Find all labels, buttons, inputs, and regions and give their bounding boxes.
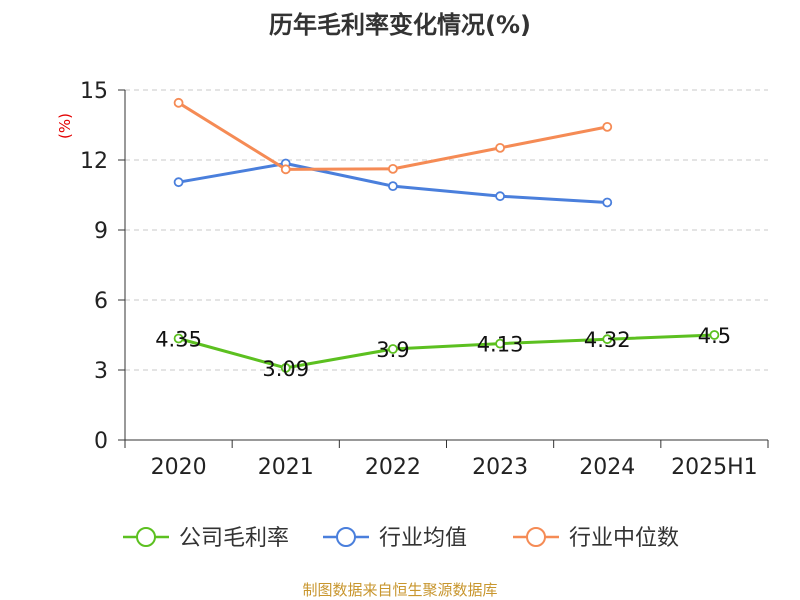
data-point	[173, 333, 184, 344]
y-tick-label: 9	[94, 219, 108, 244]
data-point	[173, 177, 184, 188]
data-point	[602, 334, 613, 345]
y-tick-label: 12	[80, 149, 108, 174]
data-point	[280, 164, 291, 175]
x-tick-label: 2020	[151, 455, 207, 480]
y-axis-label: (%)	[56, 113, 74, 139]
data-label: 4.35	[155, 328, 202, 352]
data-point	[602, 121, 613, 132]
legend-marker-1	[336, 527, 356, 547]
data-point	[388, 181, 398, 192]
series-layer	[173, 97, 720, 373]
data-point	[388, 163, 398, 174]
data-point	[495, 142, 505, 153]
data-label: 4.32	[584, 328, 631, 352]
y-tick-label: 3	[94, 359, 108, 384]
data-point	[495, 338, 505, 349]
data-point	[602, 197, 613, 208]
data-label: 4.13	[477, 333, 524, 357]
legend-label-0: 公司毛利率	[179, 526, 289, 551]
y-tick-label: 0	[94, 429, 108, 454]
chart-title: 历年毛利率变化情况(%)	[269, 11, 531, 39]
data-point	[173, 97, 184, 108]
source-note: 制图数据来自恒生聚源数据库	[302, 581, 497, 599]
y-tick-label: 6	[94, 289, 108, 314]
data-label: 3.09	[262, 357, 309, 381]
x-tick-label: 2021	[258, 455, 314, 480]
series-line-0	[178, 333, 715, 370]
data-point	[495, 191, 505, 202]
data-label: 4.5	[698, 324, 731, 348]
legend-marker-2	[526, 527, 546, 547]
legend: 公司毛利率 行业均值 行业中位数	[123, 526, 679, 551]
axes: 0 3 6 9 12 15 2020 2021 2022 2023 2024 2025H1	[80, 79, 769, 480]
legend-label-1: 行业均值	[379, 526, 467, 551]
data-point	[280, 362, 291, 373]
data-point	[388, 344, 398, 354]
x-tick-label: 2024	[579, 455, 635, 480]
data-label: 3.9	[376, 338, 409, 362]
gridlines	[125, 89, 768, 371]
y-tick-label: 15	[80, 79, 108, 104]
series-line-2	[177, 101, 608, 171]
data-point	[709, 330, 720, 340]
legend-marker-0	[136, 527, 156, 547]
x-tick-label: 2025H1	[671, 455, 758, 480]
x-tick-label: 2022	[365, 455, 421, 480]
data-labels: 4.35 3.09 3.9 4.13 4.32 4.5	[155, 324, 731, 381]
x-tick-label: 2023	[472, 455, 528, 480]
legend-label-2: 行业中位数	[569, 526, 679, 551]
